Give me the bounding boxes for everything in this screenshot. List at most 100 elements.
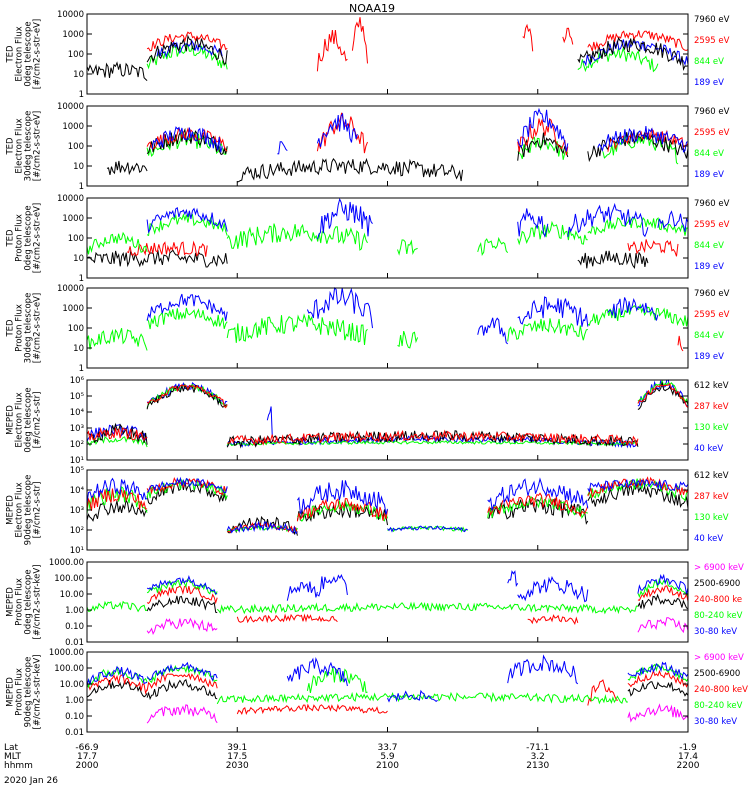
series-trace-3 (86, 669, 689, 715)
y-tick-label: 10 (73, 162, 84, 172)
legend-entry: 287 keV (694, 492, 729, 502)
y-axis-label-line: [#/cm2-s-str] (33, 482, 43, 539)
y-tick-label: 100 (68, 324, 84, 334)
date-label: 2020 Jan 26 (4, 776, 58, 786)
y-axis-label-line: TED (6, 229, 16, 248)
y-tick-label: 1000 (62, 214, 84, 224)
y-axis-label-line: MEPED (6, 677, 16, 707)
y-tick-label: 10.00 (60, 590, 84, 600)
y-tick-label: 10⁴ (70, 408, 85, 418)
x-tick-label: 2100 (376, 761, 399, 771)
y-axis-label-line: 0deg telescope (24, 569, 34, 634)
y-axis-label-line: Proton Flux (15, 578, 25, 626)
y-axis-label-line: TED (6, 137, 16, 156)
series-trace-3 (86, 34, 689, 81)
y-tick-label: 1000.00 (49, 558, 84, 568)
y-axis-label-line: 0deg telescope (24, 387, 34, 452)
x-tick-label: 5.9 (380, 752, 395, 762)
legend-entry: 2500-6900 (694, 579, 740, 589)
y-axis-label-line: 90deg telescope (24, 657, 34, 728)
series-trace-2 (146, 593, 689, 614)
y-tick-label: 10⁶ (70, 376, 85, 386)
y-tick-label: 10² (70, 440, 84, 450)
y-axis-label-line: Proton Flux (15, 668, 25, 716)
series-trace-2 (86, 678, 689, 701)
y-tick-label: 1000 (62, 30, 84, 40)
panel-3: 10000 1000 100 10 1 TEDProton Flux0deg telesc… (6, 194, 730, 284)
y-axis-label: MEPEDElectron Flux0deg telescope[#/cm2-s… (6, 387, 43, 452)
y-tick-label: 1 (79, 182, 84, 192)
y-tick-label: 10000 (57, 102, 84, 112)
series-trace-4 (146, 197, 689, 240)
y-tick-label: 1000 (62, 304, 84, 314)
y-tick-label: 10.00 (60, 680, 84, 690)
series-trace-1 (86, 249, 649, 269)
y-tick-label: 10³ (70, 506, 84, 516)
y-axis-label: MEPEDProton Flux0deg telescope[#/cm2-s-s… (6, 565, 43, 640)
y-axis-label-line: 90deg telescope (24, 475, 34, 546)
legend-entry: 844 eV (694, 149, 724, 159)
y-axis-label-line: [#/cm2-s-str-keV] (33, 565, 43, 640)
series-trace-4 (146, 17, 689, 72)
y-axis-label-line: TED (6, 45, 16, 64)
x-row-label: Lat (4, 743, 19, 753)
legend-entry: 80-240 keV (694, 701, 743, 711)
y-tick-label: 100 (68, 142, 84, 152)
legend-entry: 240-800 keV (694, 685, 748, 695)
y-axis-label-line: MEPED (6, 587, 16, 617)
series-trace-5 (146, 570, 689, 603)
y-tick-label: 0.10 (65, 622, 84, 632)
panel-2: 10000 1000 100 10 1 TEDElectron Flux30deg tel… (6, 102, 730, 192)
y-tick-label: 10 (73, 254, 84, 264)
legend-entry: 130 keV (694, 423, 729, 433)
legend-entry: 189 eV (694, 352, 724, 362)
x-row-label: hhmm (4, 761, 33, 771)
panel-7: 1000.00 100.00 10.00 1.00 0.10 0.01 MEPEDProto… (6, 558, 745, 648)
legend-entry: 7960 eV (694, 15, 730, 25)
legend-entry: 189 eV (694, 170, 724, 180)
legend-entry: 130 keV (694, 513, 729, 523)
x-tick-label: -1.9 (679, 743, 697, 753)
y-tick-label: 1.00 (65, 696, 84, 706)
x-tick-label: 2000 (76, 761, 99, 771)
legend-entry: 40 keV (694, 444, 723, 454)
series-trace-2 (86, 303, 689, 351)
y-tick-label: 0.01 (65, 728, 84, 738)
y-axis-label-line: [#/cm2-s-str-eV] (33, 203, 43, 273)
y-axis-label-line: Electron Flux (15, 392, 25, 447)
y-tick-label: 1 (79, 364, 84, 374)
legend-entry: 30-80 keV (694, 627, 737, 637)
y-tick-label: 100.00 (54, 664, 84, 674)
y-axis-label: MEPEDProton Flux90deg telescope[#/cm2-s-… (6, 655, 43, 730)
panel-8: 1000.00 100.00 10.00 1.00 0.10 0.01 MEPEDProto… (6, 648, 749, 738)
y-tick-label: 10¹ (70, 456, 84, 466)
x-tick-label: 17.5 (227, 752, 247, 762)
y-axis-label-line: Electron Flux (15, 482, 25, 537)
legend-entry: > 6900 keV (694, 653, 744, 663)
x-tick-label: 2200 (677, 761, 700, 771)
y-axis-label-line: 30deg telescope (24, 293, 34, 364)
legend-entry: > 6900 keV (694, 563, 744, 573)
legend-entry: 7960 eV (694, 199, 730, 209)
series-trace-1 (86, 481, 689, 536)
y-tick-label: 10000 (57, 194, 84, 204)
legend-entry: 40 keV (694, 534, 723, 544)
y-tick-label: 10³ (70, 424, 84, 434)
x-tick-label: 2130 (526, 761, 549, 771)
y-tick-label: 100 (68, 234, 84, 244)
x-tick-label: -71.1 (526, 743, 549, 753)
y-tick-label: 10² (70, 526, 84, 536)
y-tick-label: 10⁵ (70, 392, 84, 402)
y-tick-label: 1.00 (65, 606, 84, 616)
legend-entry: 2595 eV (694, 36, 730, 46)
legend-entry: 2595 eV (694, 128, 730, 138)
plot-frame (86, 287, 689, 369)
legend-entry: 612 keV (694, 381, 729, 391)
y-tick-label: 10000 (57, 10, 84, 20)
legend-entry: 844 eV (694, 241, 724, 251)
y-axis-label-line: Electron Flux (15, 26, 25, 81)
y-axis-label-line: TED (6, 319, 16, 338)
legend-entry: 7960 eV (694, 107, 730, 117)
